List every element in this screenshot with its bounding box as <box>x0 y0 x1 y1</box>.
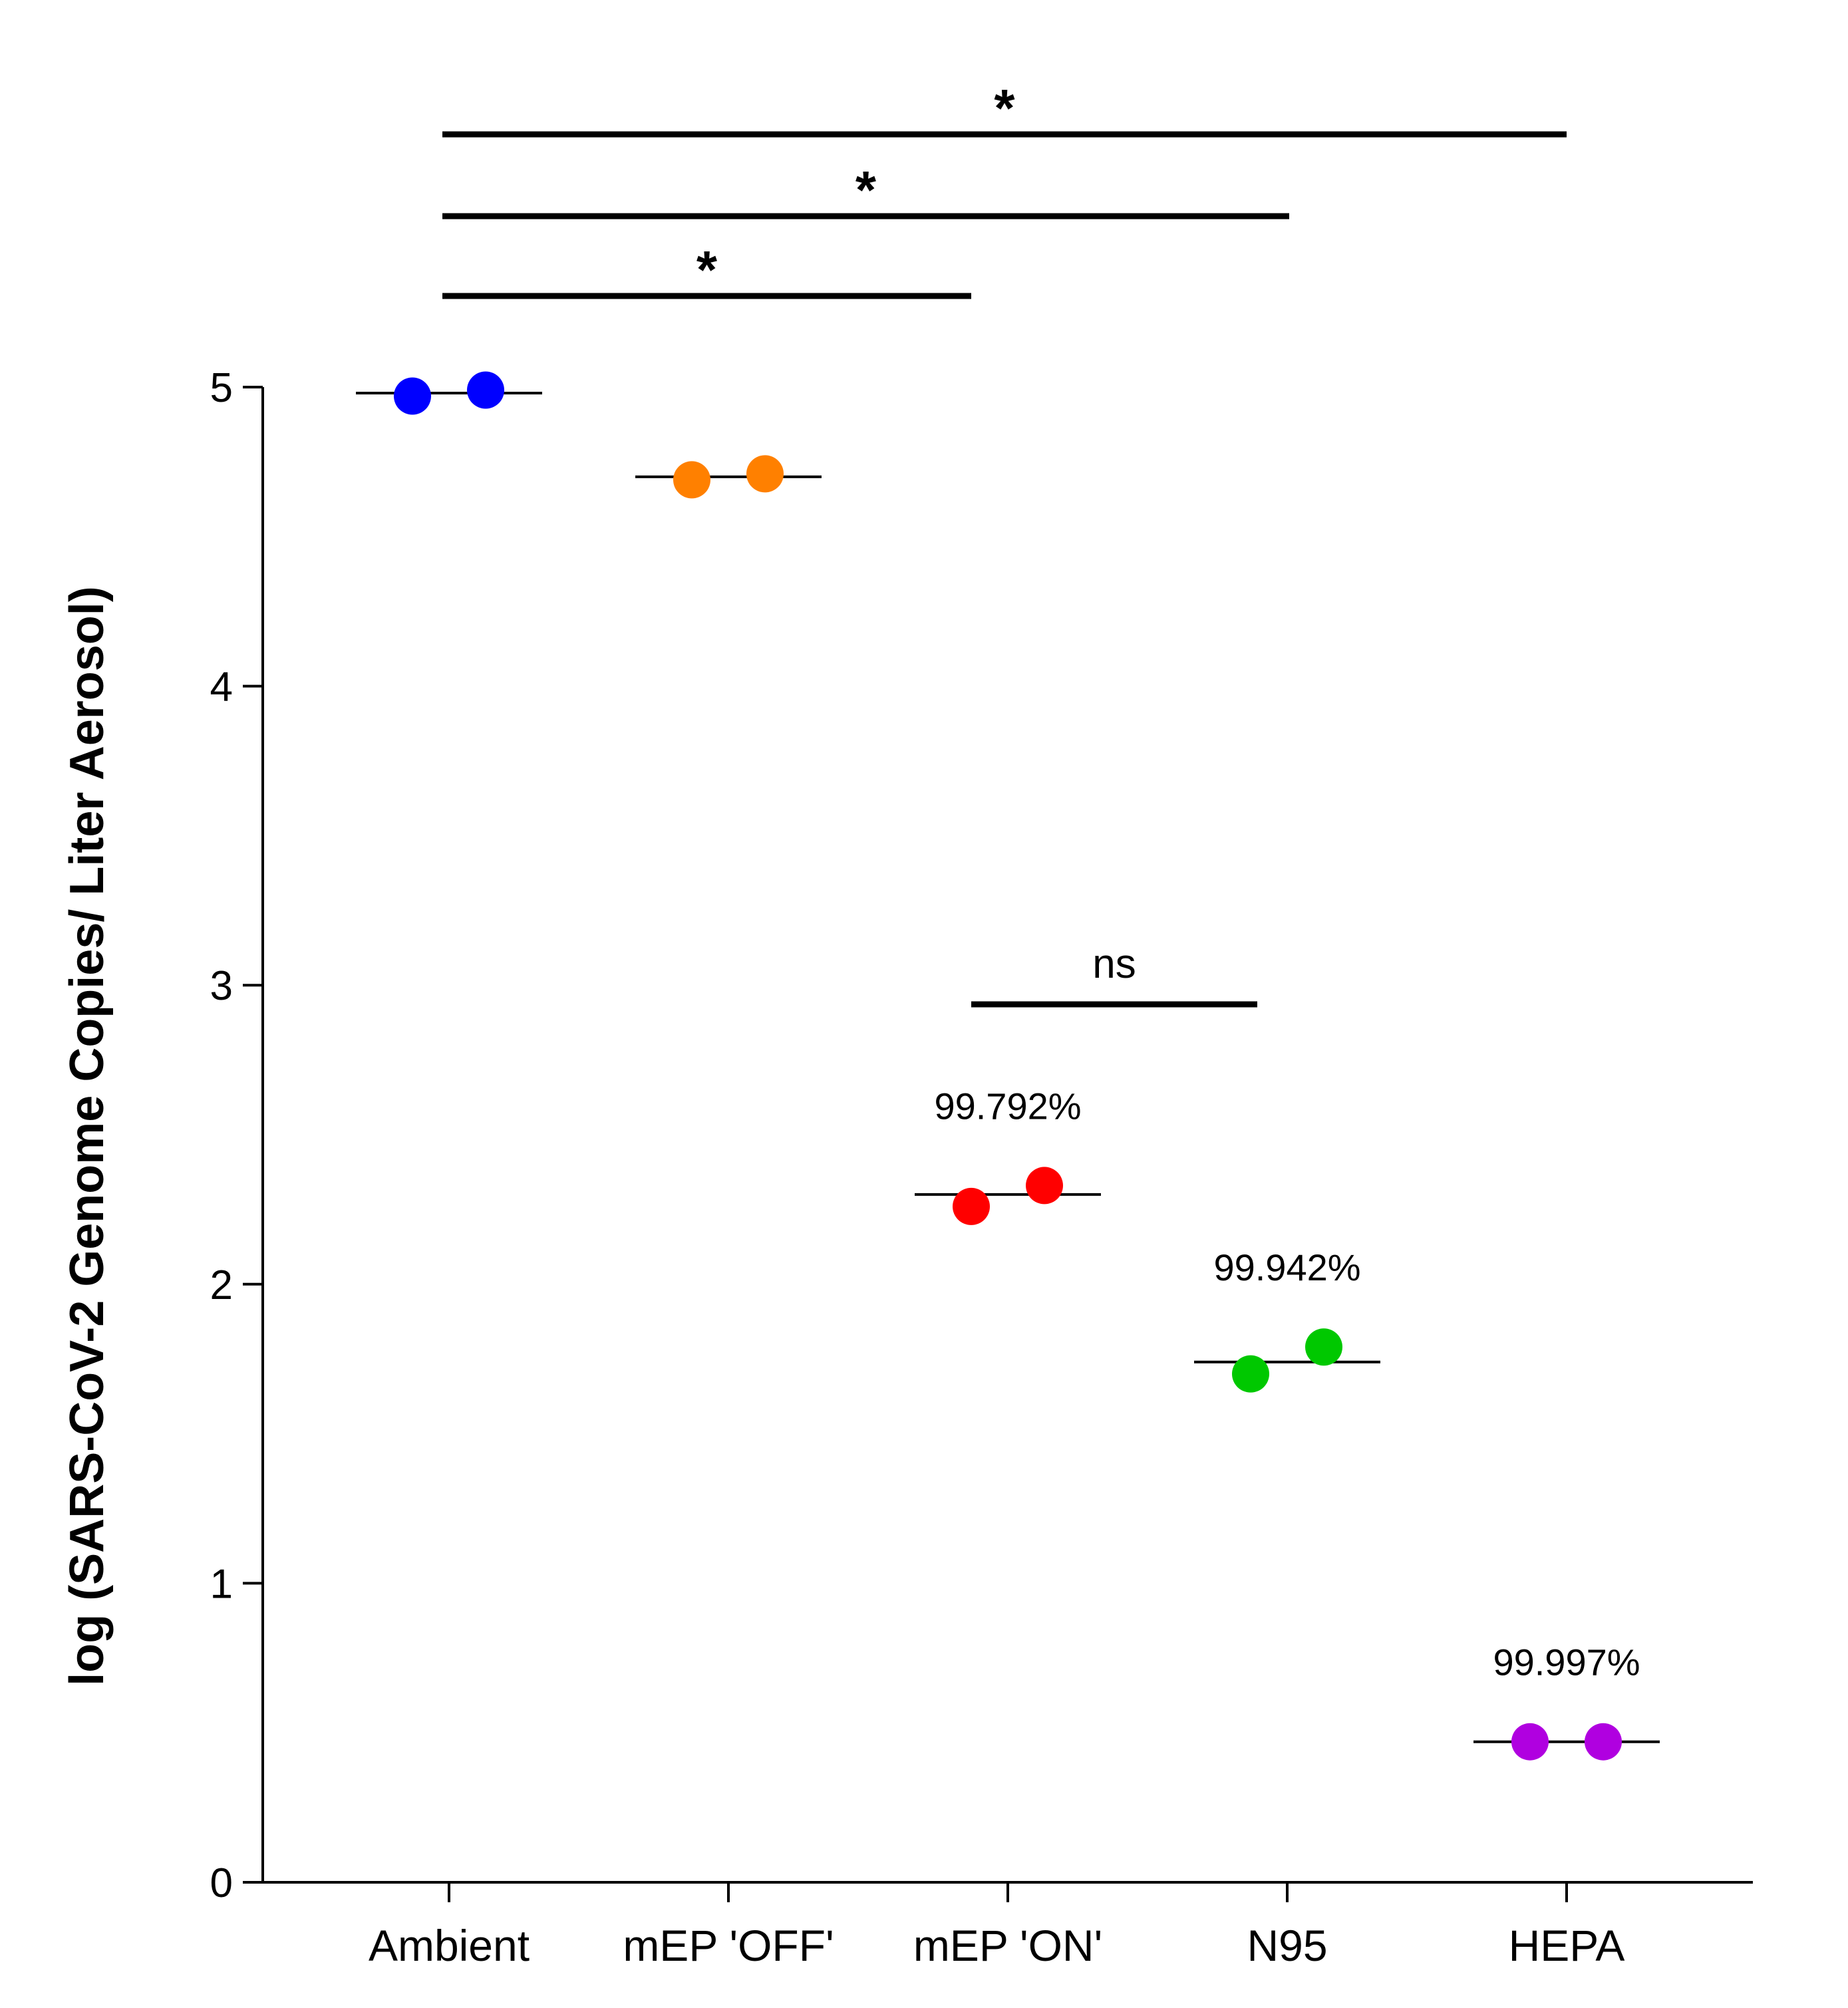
x-tick-label: mEP 'OFF' <box>623 1921 834 1970</box>
y-tick-label: 0 <box>210 1860 233 1906</box>
data-point <box>1232 1355 1269 1393</box>
y-tick-label: 4 <box>210 664 233 710</box>
data-point <box>1026 1167 1063 1205</box>
significance-ns: ns <box>1092 941 1136 987</box>
x-tick-label: mEP 'ON' <box>913 1921 1102 1970</box>
y-tick-label: 2 <box>210 1262 233 1308</box>
y-tick-label: 1 <box>210 1561 233 1607</box>
data-point <box>394 377 431 415</box>
y-tick-label: 5 <box>210 365 233 411</box>
x-tick-label: N95 <box>1247 1921 1327 1970</box>
data-point <box>953 1187 990 1225</box>
reduction-label: 99.942% <box>1213 1246 1360 1288</box>
data-point <box>1305 1328 1342 1366</box>
data-point <box>673 461 710 499</box>
x-tick-label: Ambient <box>369 1921 530 1970</box>
chart-marks: 99.792% 99.942% 99.997% <box>356 371 1660 1761</box>
data-point <box>467 371 504 409</box>
y-tick-label: 3 <box>210 963 233 1009</box>
axes: 0 1 2 3 4 5 Ambient mEP 'OFF' mEP 'ON' N95 HEPA <box>210 365 1753 1970</box>
significance-star: * <box>696 240 718 299</box>
reduction-label: 99.997% <box>1493 1642 1640 1683</box>
data-point <box>1585 1723 1622 1761</box>
significance-brackets: * * * ns <box>442 78 1567 1008</box>
reduction-label: 99.792% <box>934 1085 1081 1127</box>
significance-star: * <box>994 78 1015 138</box>
x-tick-label: HEPA <box>1509 1921 1625 1970</box>
data-point <box>1511 1723 1549 1761</box>
significance-star: * <box>855 160 877 219</box>
data-point <box>746 455 784 493</box>
y-axis-label: log (SARS-CoV-2 Genome Copies/ Liter Aer… <box>61 586 114 1686</box>
